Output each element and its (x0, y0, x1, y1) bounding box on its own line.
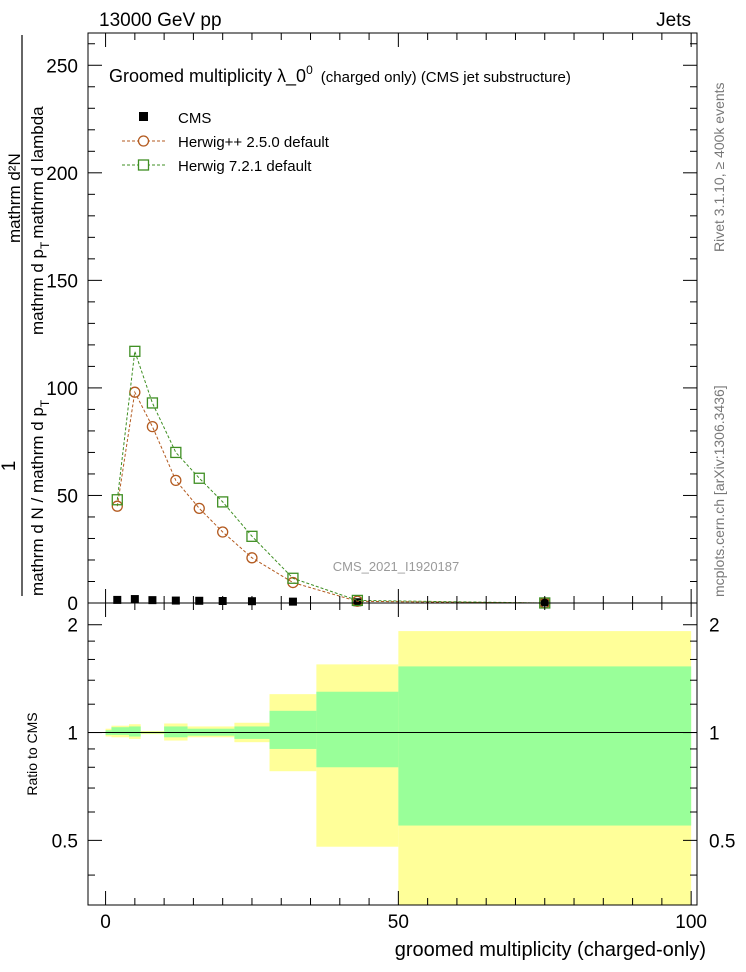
ratio-y-tick-label-left: 1 (67, 724, 78, 745)
legend-item-mc-herwigpp: Herwig++ 2.5.0 default (122, 134, 330, 151)
plot-title-tail: (charged only) (CMS jet substructure) (321, 69, 571, 86)
data-point (170, 446, 182, 459)
data-point (129, 386, 141, 398)
legend-item-data-cms: CMS (139, 110, 211, 127)
data-point (148, 596, 157, 605)
legend-label: CMS (178, 110, 211, 127)
data-point (287, 576, 299, 589)
mcplots-label: mcplots.cern.ch [arXiv:1306.3436] (711, 385, 727, 597)
legend-marker (139, 112, 148, 121)
x-tick-label: 0 (100, 912, 111, 933)
ylabel-deriv-den-b: mathrm d lambda (28, 106, 47, 239)
data-point (146, 420, 159, 433)
plot-title-superscript: 0 (306, 63, 313, 77)
data-point (353, 598, 362, 607)
ratio-frame (87, 602, 698, 906)
ylabel-fraction-numerator: 1 (0, 461, 20, 472)
data-point (170, 474, 182, 487)
ylabel-den-text: mathrm d N / mathrm d p (28, 407, 47, 596)
ratio-y-tick-label-left: 2 (67, 616, 78, 637)
data-point (111, 500, 123, 512)
ylabel-fraction-denominator: mathrm d N / mathrm d pT (28, 399, 52, 596)
data-point (217, 496, 229, 508)
ratio-band-inner (111, 727, 129, 735)
plot-title-main: Groomed multiplicity λ_0 (109, 66, 306, 87)
legend-label: Herwig++ 2.5.0 default (178, 134, 330, 151)
x-tick-label: 100 (675, 912, 707, 933)
series-data-cms (113, 595, 549, 607)
ylabel-deriv-denominator: mathrm d pTmathrm d lambda (28, 106, 52, 335)
data-point (171, 596, 180, 605)
data-point (111, 494, 123, 506)
rivet-label: Rivet 3.1.10, ≥ 400k events (711, 82, 727, 252)
data-point (288, 597, 297, 606)
y-tick-label: 0 (67, 594, 78, 615)
data-point (217, 526, 229, 538)
data-point (246, 530, 258, 542)
data-point (129, 345, 141, 357)
main-plot-content (111, 345, 551, 609)
data-point (113, 595, 122, 604)
ratio-panel: 0.5 0.5 1 1 2 2 0 50 100 (52, 602, 735, 933)
data-point (195, 596, 204, 605)
data-point (193, 472, 205, 484)
ratio-y-tick-label-right: 2 (709, 616, 720, 637)
y-tick-label: 150 (46, 271, 78, 292)
legend-item-mc-herwig7: Herwig 7.2.1 default (122, 158, 312, 175)
ratio-bands (88, 631, 697, 905)
legend-marker (137, 159, 150, 171)
ratio-axis-ticks: 0.5 0.5 1 1 2 2 0 50 100 (52, 603, 735, 933)
series-line (116, 351, 545, 604)
y-tick-label: 100 (46, 379, 78, 400)
x-axis-label: groomed multiplicity (charged-only) (395, 939, 706, 961)
series-mc-herwigpp (111, 386, 551, 609)
series-mc-herwig7 (111, 345, 551, 609)
header-left: 13000 GeV pp (99, 10, 222, 31)
ylabel-den-sub: T (38, 399, 52, 407)
ratio-y-tick-label-left: 0.5 (52, 831, 78, 852)
data-point (246, 552, 258, 564)
plot-title: Groomed multiplicity λ_00 (charged only) … (109, 63, 571, 87)
x-tick-label: 50 (388, 912, 409, 933)
ylabel-deriv-numerator: mathrm d²N (5, 153, 24, 243)
main-axis-ticks: 0 50 100 150 200 250 (46, 33, 697, 615)
ylabel-deriv-den-a: mathrm d p (28, 249, 47, 335)
data-point (193, 502, 205, 515)
ratio-band-inner (269, 710, 317, 749)
ratio-band-inner (164, 726, 188, 738)
legend-marker (137, 135, 150, 147)
analysis-watermark: CMS_2021_I1920187 (333, 559, 460, 574)
data-point (146, 397, 159, 409)
ratio-y-tick-label-right: 0.5 (709, 831, 735, 852)
legend-label: Herwig 7.2.1 default (178, 158, 312, 175)
ratio-ylabel: Ratio to CMS (24, 712, 40, 795)
y-tick-label: 250 (46, 56, 78, 77)
header-right: Jets (656, 10, 691, 31)
ratio-y-tick-label-right: 1 (709, 724, 720, 745)
y-tick-label: 50 (57, 486, 78, 507)
y-tick-label: 200 (46, 164, 78, 185)
ratio-band-inner (316, 691, 399, 768)
ratio-band-inner (128, 726, 141, 737)
series-line (116, 390, 545, 604)
legend: CMS Herwig++ 2.5.0 default Herwig 7.2.1 de… (122, 110, 330, 175)
ylabel-deriv-den-sub: T (38, 241, 52, 249)
main-ylabel: 1 mathrm d N / mathrm d pT mathrm d²N ma… (0, 35, 52, 596)
ratio-band-inner (398, 666, 692, 826)
data-point (287, 572, 299, 584)
data-point (351, 594, 364, 607)
